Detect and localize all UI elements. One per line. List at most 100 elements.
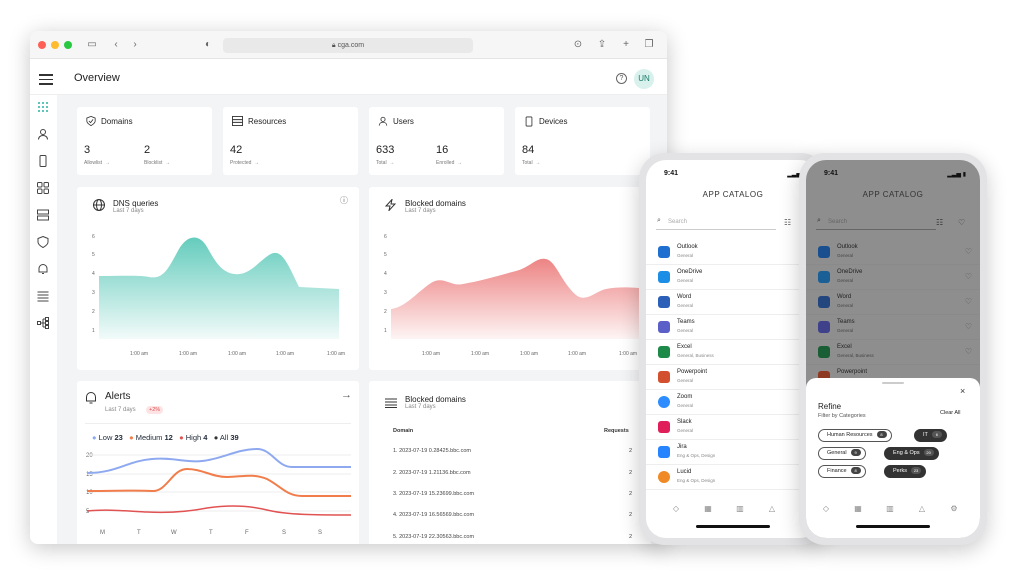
server-icon[interactable] xyxy=(37,209,49,221)
stat-link[interactable]: Total → xyxy=(522,160,541,166)
maximize-window-button[interactable] xyxy=(64,41,72,49)
chip-eng-ops[interactable]: Eng & Ops 20 xyxy=(884,447,939,460)
y-tick: 4 xyxy=(384,271,387,277)
main-content: Domains 3 Allowlist → 2 Blocklist → Reso… xyxy=(57,95,667,544)
address-bar[interactable]: 🔒︎ cga.com xyxy=(223,38,473,53)
page-title: Overview xyxy=(74,72,120,84)
table-row-domain[interactable]: 1. 2023-07-19 0.28425.bbc.com xyxy=(393,448,471,454)
stat-value: 3 xyxy=(84,144,91,156)
tabs-overview-icon[interactable]: ❐ xyxy=(644,39,654,50)
app-name: Lucid xyxy=(677,469,692,475)
list-item[interactable]: Teams General ♡ xyxy=(806,315,980,340)
sidebar-toggle-icon[interactable]: ▭ xyxy=(87,39,97,50)
shield-icon[interactable]: ◐ xyxy=(204,39,212,50)
list-item[interactable]: Outlook General ♡ xyxy=(806,240,980,265)
bell-tab-icon[interactable]: △ xyxy=(768,504,776,513)
stat-card-devices[interactable]: Devices 84 Total → xyxy=(515,107,650,175)
url-text: cga.com xyxy=(337,42,365,49)
user-icon[interactable] xyxy=(37,128,49,140)
chip-it[interactable]: IT 6 xyxy=(914,429,947,442)
heart-icon[interactable]: ♡ xyxy=(964,297,972,306)
list-item[interactable]: Excel General, Business xyxy=(646,340,820,365)
apps-icon[interactable] xyxy=(37,182,49,194)
heart-icon[interactable]: ♡ xyxy=(964,347,972,356)
catalog-title: APP CATALOG xyxy=(862,190,924,199)
info-icon[interactable]: ⓘ xyxy=(340,196,348,205)
search-input[interactable]: Search xyxy=(656,215,776,230)
table-row-domain[interactable]: 4. 2023-07-19 16.56569.bbc.com xyxy=(393,512,475,518)
device-icon[interactable] xyxy=(37,155,49,167)
list-icon[interactable] xyxy=(37,290,49,302)
forward-icon[interactable]: › xyxy=(133,39,137,50)
dashboard-grid-icon[interactable] xyxy=(37,101,49,113)
list-item[interactable]: OneDrive General xyxy=(646,265,820,290)
heart-icon[interactable]: ♡ xyxy=(964,272,972,281)
download-icon[interactable]: ⊙ xyxy=(573,39,583,50)
list-item[interactable]: Lucid Eng & Ops, Design xyxy=(646,465,820,490)
list-item[interactable]: OneDrive General ♡ xyxy=(806,265,980,290)
network-icon[interactable] xyxy=(37,317,49,329)
stat-link[interactable]: Enrolled → xyxy=(436,160,463,166)
heart-filter-icon[interactable]: ♡ xyxy=(958,218,966,227)
sheet-grabber[interactable] xyxy=(882,382,904,384)
arrow-right-icon[interactable]: → xyxy=(341,389,352,401)
chip-perks[interactable]: Perks 23 xyxy=(884,465,927,478)
divider xyxy=(85,423,351,424)
bell-icon xyxy=(86,392,96,404)
apps-tab-icon[interactable]: ▦ xyxy=(854,504,862,513)
help-icon[interactable]: ? xyxy=(616,73,627,84)
shield-icon[interactable] xyxy=(37,236,49,248)
list-item[interactable]: Slack General xyxy=(646,415,820,440)
app-category: General xyxy=(677,303,694,308)
close-icon[interactable]: × xyxy=(960,386,966,396)
table-row-domain[interactable]: 3. 2023-07-19 15.23699.bbc.com xyxy=(393,491,475,497)
table-row-requests: 2 xyxy=(629,512,633,518)
stat-card-resources[interactable]: Resources 42 Protected → xyxy=(223,107,358,175)
legend-dot: ● xyxy=(92,433,97,442)
y-tick: 6 xyxy=(384,234,387,240)
filter-icon[interactable]: ☷ xyxy=(936,218,944,227)
list-item[interactable]: Powerpoint General xyxy=(646,365,820,390)
shield-tab-icon[interactable]: ◇ xyxy=(822,504,830,513)
shield-tab-icon[interactable]: ◇ xyxy=(672,504,680,513)
menu-icon[interactable] xyxy=(39,74,53,85)
list-item[interactable]: Jira Eng & Ops, Design xyxy=(646,440,820,465)
list-item[interactable]: Outlook General xyxy=(646,240,820,265)
chip-finance[interactable]: Finance 8 xyxy=(818,465,866,478)
stat-link[interactable]: Allowlist → xyxy=(84,160,110,166)
list-item[interactable]: Teams General xyxy=(646,315,820,340)
chip-general[interactable]: General 9 xyxy=(818,447,866,460)
y-tick: 10 xyxy=(86,490,93,496)
list-item[interactable]: Excel General, Business ♡ xyxy=(806,340,980,365)
list-item[interactable]: Zoom General xyxy=(646,390,820,415)
minimize-window-button[interactable] xyxy=(51,41,59,49)
share-icon[interactable]: ⇪ xyxy=(597,39,607,50)
list-item[interactable]: Word General ♡ xyxy=(806,290,980,315)
table-row-domain[interactable]: 2. 2023-07-19 1.21136.bbc.com xyxy=(393,470,471,476)
search-input[interactable]: Search xyxy=(816,215,936,230)
bell-icon[interactable] xyxy=(37,263,49,275)
apps-tab-icon[interactable]: ▦ xyxy=(704,504,712,513)
table-row-domain[interactable]: 5. 2023-07-19 22.30563.bbc.com xyxy=(393,534,475,540)
table-title: Blocked domains xyxy=(405,395,466,404)
legend-label: Medium xyxy=(135,433,163,442)
stat-card-users[interactable]: Users 633 Total → 16 Enrolled → xyxy=(369,107,504,175)
stat-link[interactable]: Blocklist → xyxy=(144,160,171,166)
heart-icon[interactable]: ♡ xyxy=(964,322,972,331)
new-tab-icon[interactable]: + xyxy=(623,39,629,50)
clear-all-button[interactable]: Clear All xyxy=(940,410,961,416)
stat-link[interactable]: Protected → xyxy=(230,160,260,166)
gear-tab-icon[interactable]: ⚙ xyxy=(950,504,958,513)
bell-tab-icon[interactable]: △ xyxy=(918,504,926,513)
list-item[interactable]: Word General xyxy=(646,290,820,315)
chip-human-resources[interactable]: Human Resources 8 xyxy=(818,429,892,442)
heart-icon[interactable]: ♡ xyxy=(964,247,972,256)
filter-icon[interactable]: ☷ xyxy=(784,218,792,227)
chart-tab-icon[interactable]: ▥ xyxy=(886,504,894,513)
chart-tab-icon[interactable]: ▥ xyxy=(736,504,744,513)
avatar[interactable]: UN xyxy=(634,69,654,89)
back-icon[interactable]: ‹ xyxy=(114,39,118,50)
close-window-button[interactable] xyxy=(38,41,46,49)
stat-card-domains[interactable]: Domains 3 Allowlist → 2 Blocklist → xyxy=(77,107,212,175)
stat-link[interactable]: Total → xyxy=(376,160,395,166)
